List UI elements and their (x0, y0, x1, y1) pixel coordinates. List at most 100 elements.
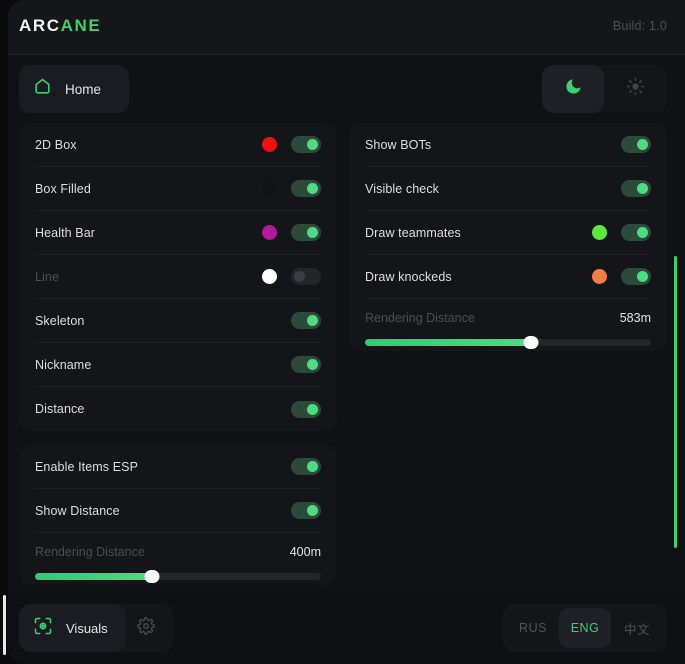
toggle-knob (307, 183, 318, 194)
vertical-scrollbar[interactable] (674, 256, 677, 548)
lang-button-chinese[interactable]: 中文 (623, 622, 650, 637)
home-pentagon-icon (33, 77, 52, 101)
tab-home[interactable]: Home (19, 65, 129, 113)
settings-body: 2D Box Box Filled He (8, 123, 685, 585)
toggle-switch[interactable] (291, 312, 321, 329)
row-controls (291, 400, 321, 418)
left-column: 2D Box Box Filled He (19, 123, 337, 585)
table-row[interactable]: Draw teammates (365, 211, 651, 255)
toggle-switch[interactable] (291, 502, 321, 519)
table-row[interactable]: 2D Box (35, 123, 321, 167)
table-row[interactable]: Draw knockeds (365, 255, 651, 299)
toggle-knob (307, 505, 318, 516)
toggle-switch[interactable] (291, 356, 321, 373)
color-swatch[interactable] (592, 225, 607, 240)
slider-fill (365, 339, 531, 346)
tab-visuals-label: Visuals (66, 620, 108, 636)
color-swatch[interactable] (262, 181, 277, 196)
logo-text-primary: ARC (19, 16, 61, 35)
slider-fill (35, 573, 153, 580)
nav-row: Home (8, 55, 685, 123)
toggle-knob (307, 359, 318, 370)
table-row[interactable]: Nickname (35, 343, 321, 387)
row-label: Health Bar (35, 225, 96, 240)
toggle-knob (307, 461, 318, 472)
rendering-distance-slider-row: Rendering Distance 583m (365, 299, 651, 351)
row-controls (262, 224, 321, 241)
table-row[interactable]: Box Filled (35, 167, 321, 211)
row-label: Skeleton (35, 313, 85, 328)
build-version-label: Build: 1.0 (612, 19, 667, 33)
row-label: Visible check (365, 181, 440, 196)
table-row[interactable]: Visible check (365, 167, 651, 211)
toggle-knob (637, 227, 648, 238)
row-controls (262, 136, 321, 153)
tab-visuals[interactable]: Visuals (19, 604, 126, 652)
theme-dark-button[interactable] (542, 65, 604, 113)
toggle-knob (637, 271, 648, 282)
slider-thumb[interactable] (144, 570, 160, 583)
toggle-switch[interactable] (621, 136, 651, 153)
toggle-knob (307, 139, 318, 150)
slider-header: Rendering Distance 400m (35, 545, 321, 559)
toggle-knob (307, 403, 318, 415)
color-swatch[interactable] (262, 269, 277, 284)
row-controls (621, 136, 651, 153)
color-swatch[interactable] (262, 137, 277, 152)
slider-label: Rendering Distance (35, 545, 145, 559)
toggle-knob (307, 315, 318, 326)
slider-value: 400m (289, 545, 321, 559)
lang-button-rus[interactable]: RUS (519, 621, 547, 635)
slider-track[interactable] (365, 336, 651, 349)
toggle-switch[interactable] (291, 136, 321, 153)
toggle-switch[interactable] (291, 224, 321, 241)
items-esp-card: Enable Items ESP Show Distance Rend (19, 445, 337, 585)
color-swatch[interactable] (592, 269, 607, 284)
row-controls (291, 502, 321, 519)
toggle-switch[interactable] (621, 224, 651, 241)
slider-value: 583m (619, 311, 651, 325)
theme-switcher (542, 65, 667, 113)
row-controls (262, 268, 321, 285)
table-row[interactable]: Line (35, 255, 321, 299)
right-column: Show BOTs Visible check Draw teammates (349, 123, 667, 365)
row-label: Show BOTs (365, 137, 432, 152)
row-controls (592, 224, 651, 241)
logo-text-accent: ANE (60, 16, 102, 35)
slider-header: Rendering Distance 583m (365, 311, 651, 325)
theme-light-button[interactable] (604, 65, 666, 113)
toggle-knob (637, 139, 648, 150)
settings-button[interactable] (126, 604, 166, 652)
row-controls (621, 180, 651, 197)
app-footer: Visuals RUS ENG 中文 (8, 592, 685, 664)
toggle-switch[interactable] (621, 180, 651, 197)
table-row[interactable]: Enable Items ESP (35, 445, 321, 489)
row-label: Box Filled (35, 181, 91, 196)
toggle-switch[interactable] (291, 180, 321, 197)
slider-label: Rendering Distance (365, 311, 475, 325)
toggle-switch[interactable] (291, 458, 321, 475)
slider-thumb[interactable] (523, 336, 539, 349)
row-controls (291, 458, 321, 475)
lang-button-eng[interactable]: ENG (559, 608, 611, 648)
table-row[interactable]: Distance (35, 387, 321, 431)
toggle-switch[interactable] (291, 400, 321, 418)
table-row[interactable]: Health Bar (35, 211, 321, 255)
table-row[interactable]: Show BOTs (365, 123, 651, 167)
tab-home-label: Home (65, 81, 102, 97)
row-controls (592, 268, 651, 285)
row-label: Draw teammates (365, 225, 461, 240)
slider-track[interactable] (35, 570, 321, 583)
table-row[interactable]: Skeleton (35, 299, 321, 343)
language-switcher: RUS ENG 中文 (503, 604, 667, 652)
toggle-switch[interactable] (291, 268, 321, 285)
scan-eye-icon (33, 616, 53, 641)
table-row[interactable]: Show Distance (35, 489, 321, 533)
color-swatch[interactable] (262, 225, 277, 240)
app-logo: ARCANE (19, 16, 101, 36)
visibility-card: Show BOTs Visible check Draw teammates (349, 123, 667, 351)
toggle-switch[interactable] (621, 268, 651, 285)
row-label: Draw knockeds (365, 269, 452, 284)
player-esp-card: 2D Box Box Filled He (19, 123, 337, 431)
